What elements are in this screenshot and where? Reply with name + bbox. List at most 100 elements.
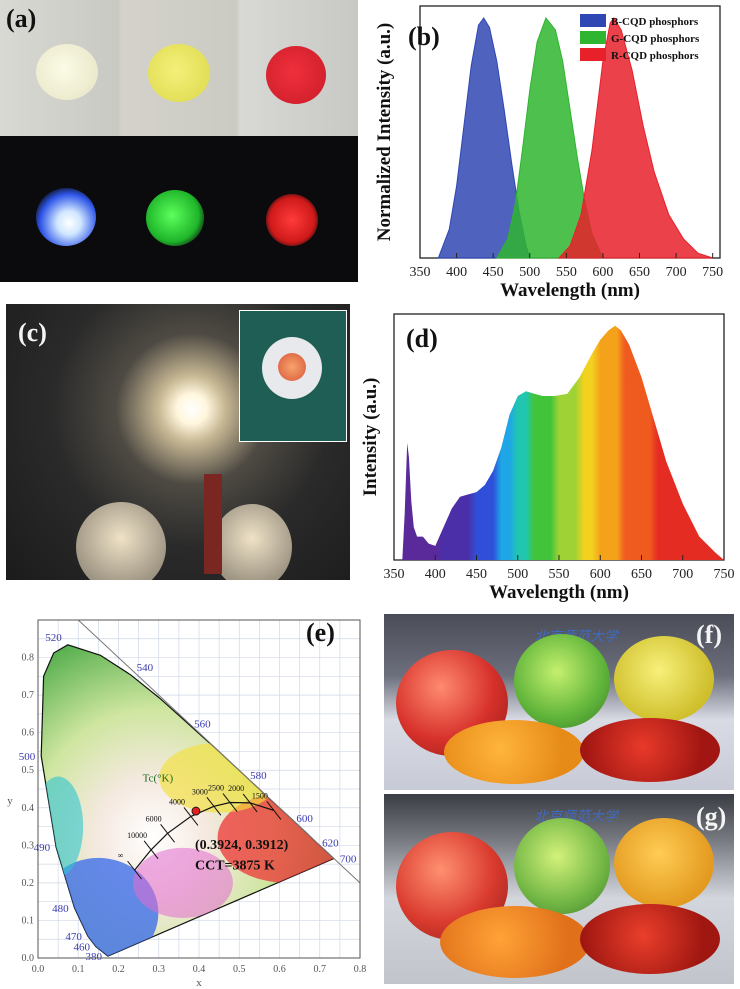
x-tick-label: 750 [714,567,735,582]
wavelength-label: 600 [296,813,313,825]
y-axis-label: Intensity (a.u.) [360,378,381,497]
y-axis-label: Normalized Intensity (a.u.) [374,23,395,241]
wavelength-label: 470 [65,931,82,943]
cct-tick [206,796,222,816]
panel-e-chart: 10000 6000 4000 3000 2500 2000 1500 ∞ Tc(°K) (0.3… [0,606,378,989]
cct-tick [242,793,258,813]
legend-label-1: G-CQD phosphors [611,33,700,45]
cherry-tomatoes [580,718,720,782]
panel-b-chart: 350 400 450 500 550 600 650 700 750 Wavelength (n… [360,0,740,302]
y-axis-label: y [7,795,13,807]
wavelength-label: 500 [19,751,36,763]
x-axis-label: Wavelength (nm) [489,582,629,603]
red-emission-sample [266,194,318,246]
green-emission-sample [146,190,204,246]
yellow-powder-sample [148,44,210,102]
y-tick-label: 0.8 [22,653,35,664]
legend-label-2: R-CQD phosphors [611,50,699,62]
orange-fruits [444,720,584,784]
cct-tick-label: 6000 [146,814,162,823]
panel-label-d: (d) [406,324,438,353]
green-apple [514,634,610,728]
x-tick-label: 650 [629,265,650,280]
legend-swatch-0 [580,14,606,27]
x-tick-label: 700 [666,265,687,280]
x-tick-label: 650 [631,567,652,582]
cie-coordinate-label: (0.3924, 0.3912) [195,838,289,853]
x-tick-label: 0.7 [314,964,327,975]
cct-tick [222,793,238,812]
y-tick-label: 0.3 [22,840,35,851]
y-tick-label: 0.2 [22,878,35,889]
orange-fruits [440,906,590,978]
x-tick-label: 600 [590,567,611,582]
wavelength-label: 540 [137,662,154,674]
series-area-red [557,17,713,259]
panel-f-photo: 北京师范大学 (f) [384,614,734,790]
legend-swatch-2 [580,48,606,61]
emission-spectra-chart: 350 400 450 500 550 600 650 700 750 Wavelength (n… [374,5,723,301]
lemon [614,636,714,722]
wavelength-label: 460 [73,942,90,954]
x-tick-label: 0.6 [273,964,286,975]
x-tick-label: 500 [519,265,540,280]
x-axis-label: x [196,977,202,989]
legend-swatch-1 [580,31,606,44]
tc-label: Tc(°K) [143,772,174,784]
wavelength-label: 580 [250,770,267,782]
glove-finger-left [76,502,166,580]
cct-tick [160,824,175,843]
cct-tick-label: ∞ [118,851,124,860]
x-tick-label: 0.8 [354,964,367,975]
x-tick-label: 0.4 [193,964,206,975]
planckian-locus [134,801,275,871]
y-tick-label: 0.1 [22,915,35,926]
x-tick-label: 450 [466,567,487,582]
red-powder-sample [266,46,326,104]
cie-point [191,806,201,816]
x-tick-label: 750 [702,265,723,280]
wavelength-label: 700 [340,853,357,865]
panel-label-c: (c) [18,318,47,347]
blue-emission-sample [36,188,96,246]
x-tick-label: 500 [507,567,528,582]
x-tick-label: 0.0 [32,964,45,975]
plot-frame [37,619,361,959]
y-tick-label: 0.6 [22,728,35,739]
white-powder-sample [36,44,98,100]
cct-tick-label: 4000 [169,797,185,806]
cherry-tomatoes [580,904,720,974]
panel-label-b: (b) [408,22,440,51]
green-apple [514,818,610,914]
y-tick-label: 0.0 [22,953,35,964]
x-tick-label: 0.2 [112,964,125,975]
cct-tick-label: 3000 [192,787,208,796]
cct-tick-label: 2000 [228,784,244,793]
x-tick-label: 350 [384,567,405,582]
y-tick-label: 0.7 [22,690,35,701]
wavelength-label: 490 [34,842,51,854]
x-tick-label: 400 [446,265,467,280]
glove-finger-right [212,504,292,580]
panel-d-chart: 350 400 450 500 550 600 650 700 750 Wavelength (n… [360,306,740,606]
x-tick-label: 450 [483,265,504,280]
panel-label-a: (a) [6,4,37,33]
x-tick-label: 0.5 [233,964,246,975]
cct-tick [143,840,159,860]
led-lens [278,353,306,381]
cct-tick [183,807,199,826]
x-tick-label: 700 [672,567,693,582]
cct-tick-label: 10000 [127,831,147,840]
led-inset-photo [239,310,347,442]
wavelength-label: 560 [194,719,211,731]
wavelength-label: 480 [52,903,69,915]
y-tick-label: 0.4 [22,803,35,814]
y-tick-label: 0.5 [22,765,35,776]
cct-label: CCT=3875 K [195,859,275,874]
cct-tick-label: 2500 [208,784,224,793]
legend-label-0: B-CQD phosphors [611,16,699,28]
x-tick-label: 550 [549,567,570,582]
x-tick-label: 400 [425,567,446,582]
cct-tick [266,801,282,820]
x-tick-label: 0.3 [153,964,166,975]
